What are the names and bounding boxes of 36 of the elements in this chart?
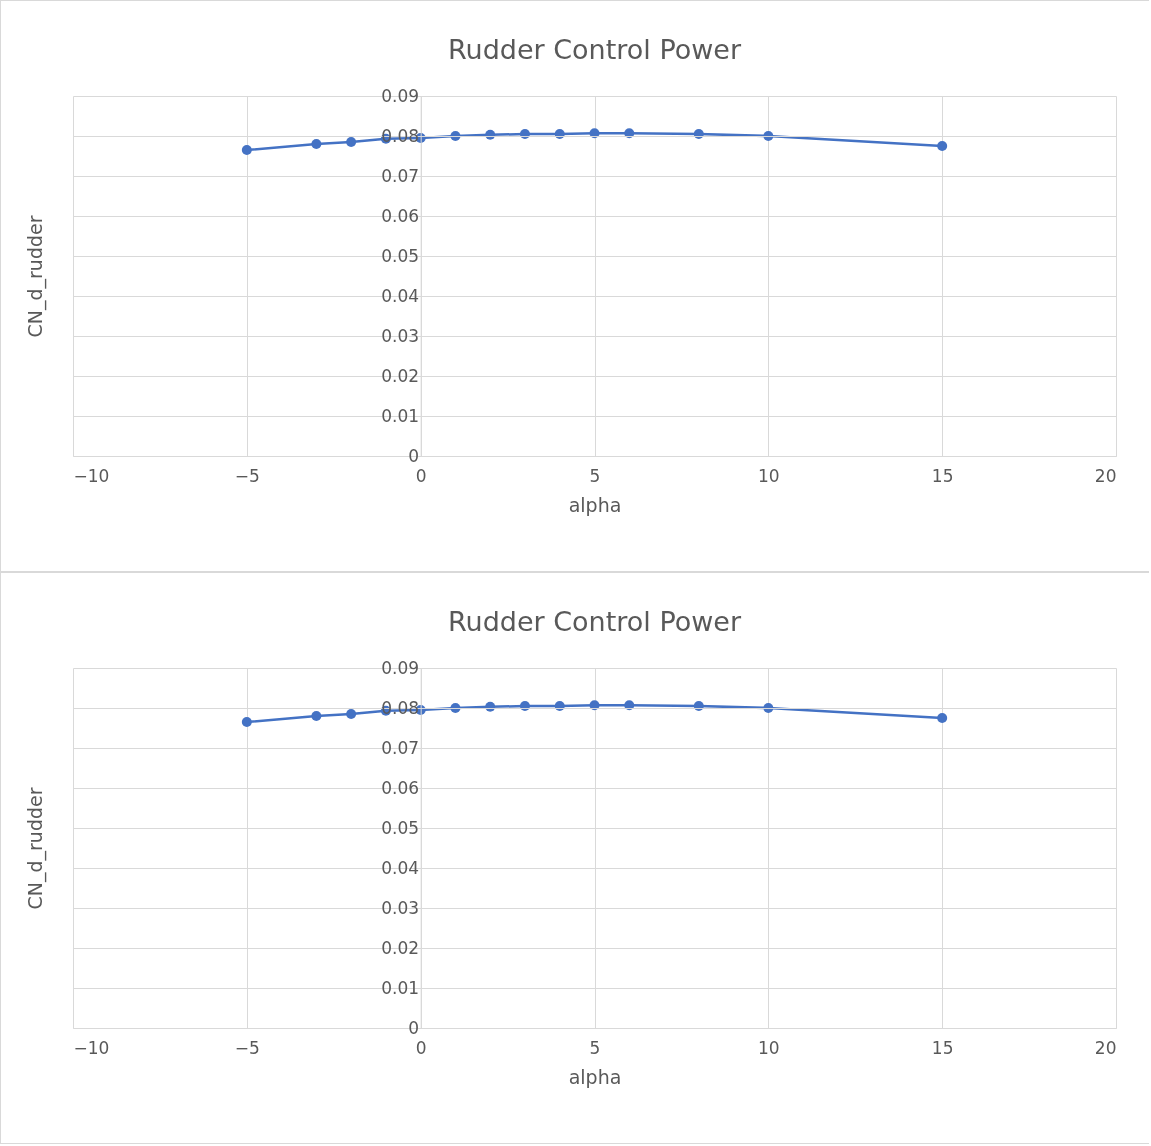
x-tick-label: 15 <box>931 1037 954 1058</box>
x-tick-label: −5 <box>234 1037 260 1058</box>
y-tick-label: 0.05 <box>381 245 420 266</box>
y-axis-title: CN_d_rudder <box>23 787 47 910</box>
y-tick-label: 0 <box>408 1017 420 1038</box>
y-tick-label: 0.06 <box>381 777 420 798</box>
y-tick-label: 0.06 <box>381 205 420 226</box>
y-tick-label: 0.04 <box>381 285 420 306</box>
y-tick-label: 0.03 <box>381 897 420 918</box>
y-tick-label: 0.07 <box>381 737 420 758</box>
x-tick-label: 5 <box>589 1037 601 1058</box>
y-tick-label: 0.03 <box>381 325 420 346</box>
y-tick-label: 0.01 <box>381 977 420 998</box>
y-tick-label: 0.07 <box>381 165 420 186</box>
x-tick-label: −10 <box>73 465 110 486</box>
x-tick-label: −5 <box>234 465 260 486</box>
x-tick-label: 10 <box>758 465 780 486</box>
y-tick-label: 0.01 <box>381 405 420 426</box>
y-axis-title: CN_d_rudder <box>23 215 47 338</box>
y-tick-label: 0.02 <box>381 365 420 386</box>
x-tick-label: 10 <box>758 1037 780 1058</box>
chart-title: Rudder Control Power <box>447 34 742 65</box>
y-tick-label: 0.04 <box>381 857 420 878</box>
x-tick-label: 20 <box>1094 1037 1117 1058</box>
x-tick-label: −10 <box>73 1037 110 1058</box>
x-tick-label: 20 <box>1094 465 1117 486</box>
y-tick-label: 0.05 <box>381 817 420 838</box>
y-tick-label: 0.09 <box>381 85 420 106</box>
x-axis-title: alpha <box>568 1065 622 1088</box>
y-tick-label: 0 <box>408 445 420 466</box>
chart-title: Rudder Control Power <box>447 606 742 637</box>
x-tick-label: 15 <box>931 465 954 486</box>
y-tick-label: 0.09 <box>381 657 420 678</box>
y-tick-label: 0.02 <box>381 937 420 958</box>
x-tick-label: 5 <box>589 465 601 486</box>
x-axis-title: alpha <box>568 493 622 516</box>
